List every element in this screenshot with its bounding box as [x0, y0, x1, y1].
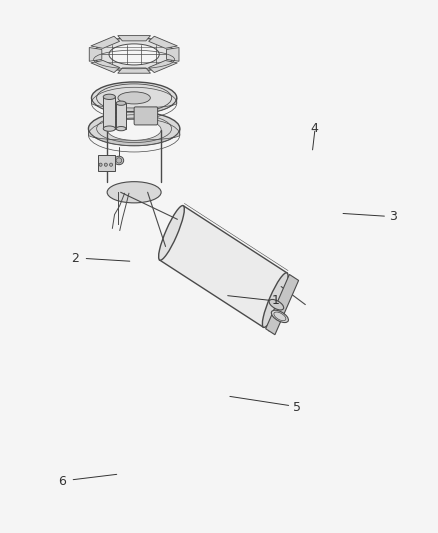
Ellipse shape [92, 82, 177, 114]
Ellipse shape [110, 163, 113, 166]
Ellipse shape [159, 206, 184, 260]
Polygon shape [159, 206, 287, 327]
Polygon shape [118, 68, 151, 73]
Polygon shape [98, 155, 116, 171]
Polygon shape [92, 98, 177, 114]
Ellipse shape [107, 119, 161, 140]
FancyBboxPatch shape [134, 107, 158, 125]
Polygon shape [91, 36, 120, 49]
Polygon shape [148, 60, 177, 72]
Polygon shape [91, 60, 120, 72]
Polygon shape [116, 103, 126, 128]
Ellipse shape [116, 126, 126, 131]
Polygon shape [89, 47, 102, 61]
Ellipse shape [116, 101, 126, 106]
Ellipse shape [271, 310, 289, 322]
Ellipse shape [88, 112, 180, 146]
Polygon shape [148, 36, 177, 49]
Text: 5: 5 [293, 400, 301, 414]
Ellipse shape [109, 44, 159, 65]
Ellipse shape [94, 37, 175, 71]
Ellipse shape [262, 273, 288, 327]
Text: 4: 4 [311, 122, 319, 135]
Text: 3: 3 [389, 209, 397, 223]
Text: 6: 6 [58, 475, 66, 488]
Polygon shape [103, 97, 116, 128]
Polygon shape [166, 47, 179, 61]
Ellipse shape [269, 300, 284, 310]
Text: 2: 2 [71, 252, 79, 265]
Ellipse shape [114, 156, 124, 165]
Ellipse shape [103, 94, 116, 100]
Ellipse shape [116, 158, 122, 163]
Ellipse shape [99, 163, 102, 166]
Ellipse shape [104, 163, 107, 166]
Polygon shape [266, 274, 299, 335]
Text: 1: 1 [272, 294, 279, 308]
Ellipse shape [103, 126, 116, 131]
Polygon shape [88, 128, 180, 146]
Ellipse shape [107, 182, 161, 203]
Polygon shape [118, 36, 151, 41]
Ellipse shape [118, 92, 150, 104]
